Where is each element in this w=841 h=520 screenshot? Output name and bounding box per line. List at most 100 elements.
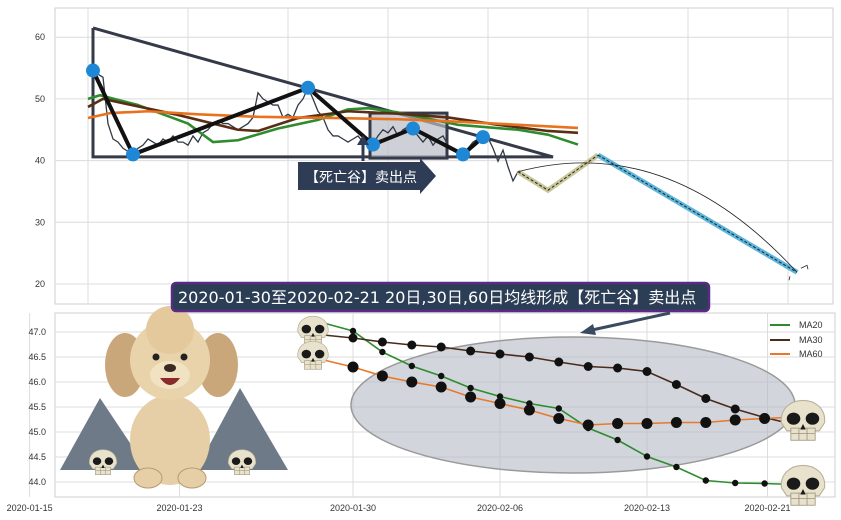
skull-icon bbox=[780, 400, 826, 441]
ma20-point bbox=[614, 436, 621, 444]
ma60-point bbox=[553, 413, 565, 424]
ma60-point bbox=[347, 361, 359, 373]
ma30-point bbox=[495, 349, 505, 359]
ma30-point bbox=[377, 337, 387, 347]
pivot-points bbox=[86, 63, 490, 162]
lower-x-tick-label: 2020-01-30 bbox=[330, 503, 376, 513]
annotation-title: 2020-01-30至2020-02-21 20日,30日,60日均线形成【死亡… bbox=[178, 288, 696, 307]
poodle-icon bbox=[105, 306, 238, 489]
lower-y-tick-label: 44.5 bbox=[28, 452, 46, 462]
ma60-point bbox=[523, 404, 535, 416]
ma60-point bbox=[465, 391, 477, 403]
lower-ma-lines bbox=[323, 322, 795, 487]
lower-x-tick-label: 2020-01-23 bbox=[157, 503, 203, 513]
ma-orange-line bbox=[87, 109, 579, 130]
upper-y-tick-label: 50 bbox=[35, 94, 45, 104]
ma60-point bbox=[494, 398, 506, 409]
upper-ma-lines bbox=[87, 93, 579, 146]
upper-y-tick-label: 20 bbox=[35, 279, 45, 289]
ma30-point bbox=[613, 363, 623, 373]
lower-y-tick-label: 46.5 bbox=[28, 352, 46, 362]
ma20-point bbox=[643, 453, 651, 460]
lower-x-tick-label: 2020-02-06 bbox=[477, 503, 523, 513]
ma60-point bbox=[641, 418, 653, 429]
skull-markers bbox=[89, 316, 826, 506]
pivot-dot bbox=[456, 147, 470, 162]
ma30-point bbox=[671, 380, 681, 389]
sell-point-label: 【死亡谷】卖出点 bbox=[298, 135, 436, 194]
pivot-dot bbox=[406, 121, 420, 136]
projection-drop-dashed bbox=[597, 154, 798, 273]
ma30-point bbox=[436, 342, 446, 352]
legend-ma60-label: MA60 bbox=[799, 349, 823, 359]
ma20-point bbox=[702, 477, 709, 484]
ma30-point bbox=[554, 357, 564, 367]
lower-y-tick-label: 46.0 bbox=[28, 377, 46, 387]
lower-y-tick-label: 47.0 bbox=[28, 327, 46, 337]
ma60-point bbox=[700, 417, 712, 428]
legend-ma30-label: MA30 bbox=[799, 335, 823, 345]
ma20-point bbox=[379, 348, 386, 356]
ma30-point bbox=[348, 333, 358, 343]
ma20-point bbox=[438, 372, 445, 380]
ma20-point bbox=[761, 480, 768, 487]
skull-icon bbox=[228, 449, 256, 476]
ma60-point bbox=[435, 381, 447, 393]
lower-x-tick-label: 2020-01-15 bbox=[7, 503, 53, 513]
annotation-box bbox=[170, 281, 711, 313]
upper-y-tick-label: 60 bbox=[35, 32, 45, 42]
ma60-point bbox=[376, 370, 388, 382]
triangle-outline bbox=[91, 26, 554, 159]
upper-y-ticks: 20 30 40 50 60 bbox=[35, 32, 45, 289]
lower-y-tick-label: 44.0 bbox=[28, 477, 46, 487]
lower-x-ticks: 2020-01-15 2020-01-23 2020-01-30 2020-02-06… bbox=[7, 503, 791, 513]
ma20-point bbox=[555, 405, 562, 412]
ma60-point bbox=[759, 413, 771, 424]
legend-ma20-label: MA20 bbox=[799, 320, 823, 330]
highlight-ellipse bbox=[350, 336, 796, 474]
ma30-point bbox=[407, 340, 417, 350]
ma30-point bbox=[524, 352, 534, 362]
target-bracket-icon bbox=[788, 264, 809, 281]
pivot-dot bbox=[126, 147, 140, 162]
pivot-dot bbox=[86, 63, 100, 78]
skull-icon bbox=[780, 465, 826, 506]
lower-ma-panel: 44.044.545.045.546.046.547.0 2020-01-15 2… bbox=[7, 306, 836, 513]
ma20-point bbox=[496, 393, 504, 400]
upper-price-panel: 20 30 40 50 60 【死亡谷】卖出点 bbox=[35, 7, 834, 305]
ma60-point bbox=[612, 418, 624, 429]
ma30-point bbox=[642, 367, 652, 376]
projection-lines bbox=[516, 152, 809, 281]
death-valley-annotation: 2020-01-30至2020-02-21 20日,30日,60日均线形成【死亡… bbox=[170, 281, 711, 335]
projection-down-up-dashed bbox=[517, 154, 599, 191]
pivot-dot bbox=[366, 137, 380, 152]
triangle-pattern bbox=[91, 26, 554, 159]
annotation-arrow-icon bbox=[580, 324, 596, 335]
mountain-right-icon bbox=[196, 388, 288, 470]
ma60-point bbox=[670, 417, 682, 428]
up-arrow-icon bbox=[357, 135, 369, 145]
mountain-left-icon bbox=[60, 398, 148, 470]
lower-y-tick-label: 45.0 bbox=[28, 427, 46, 437]
ma30-point bbox=[701, 394, 711, 403]
ma20-point bbox=[408, 362, 415, 370]
lower-x-tick-label: 2020-02-13 bbox=[624, 503, 670, 513]
ma20-point bbox=[467, 384, 474, 392]
skull-icon bbox=[297, 341, 329, 370]
upper-y-tick-label: 40 bbox=[35, 156, 45, 166]
ma20-point bbox=[349, 327, 357, 335]
ma30-point bbox=[583, 362, 593, 371]
projection-arc bbox=[517, 162, 798, 273]
ma60-point bbox=[582, 419, 594, 431]
upper-y-tick-label: 30 bbox=[35, 217, 45, 227]
ma20-point bbox=[673, 463, 680, 471]
lower-y-tick-label: 45.5 bbox=[28, 402, 46, 412]
ma30-point bbox=[730, 404, 740, 414]
pivot-dot bbox=[476, 130, 490, 145]
ma60-point bbox=[406, 376, 418, 388]
ma20-point bbox=[732, 479, 739, 487]
label-arrow-shape bbox=[298, 158, 436, 194]
legend: MA20 MA30 MA60 bbox=[770, 320, 823, 359]
skull-icon bbox=[89, 449, 117, 476]
